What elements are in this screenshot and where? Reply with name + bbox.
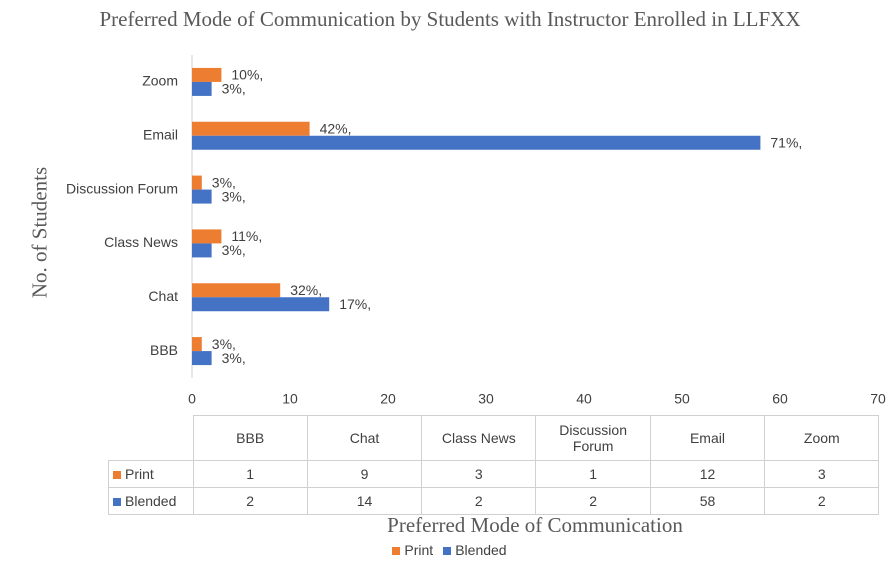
y-tick-label: Class News bbox=[104, 234, 178, 250]
table-header-row: BBB Chat Class News Discussion Forum Email Zo… bbox=[108, 415, 880, 461]
x-tick-label: 20 bbox=[380, 391, 396, 407]
bar bbox=[192, 135, 761, 150]
table-cell: 2 bbox=[535, 487, 651, 515]
data-label: 3%, bbox=[212, 174, 236, 190]
x-axis-label: Preferred Mode of Communication bbox=[387, 513, 683, 537]
chart-title: Preferred Mode of Communication by Stude… bbox=[99, 7, 801, 31]
table-row: Print 1 9 3 1 12 3 bbox=[108, 460, 880, 488]
x-tick-label: 0 bbox=[188, 391, 196, 407]
y-tick-label: Discussion Forum bbox=[66, 180, 178, 196]
table-cell: 12 bbox=[649, 460, 766, 488]
y-tick-label: Zoom bbox=[142, 73, 178, 89]
legend-label: Print bbox=[404, 542, 434, 558]
data-label: 17%, bbox=[339, 296, 371, 312]
table-cell: 3 bbox=[421, 460, 537, 488]
bar bbox=[192, 283, 281, 298]
table-cell: 1 bbox=[535, 460, 651, 488]
bar bbox=[192, 175, 202, 190]
x-tick-label: 50 bbox=[674, 391, 690, 407]
table-row-header: Print bbox=[108, 460, 194, 488]
table-cell: 9 bbox=[306, 460, 423, 488]
legend-key bbox=[113, 498, 121, 506]
bar bbox=[192, 229, 222, 244]
bar bbox=[192, 337, 202, 352]
data-label: 71%, bbox=[770, 134, 802, 150]
bar bbox=[192, 81, 212, 96]
table-corner bbox=[108, 415, 194, 461]
data-label: 42%, bbox=[320, 120, 352, 136]
x-tick-label: 30 bbox=[478, 391, 494, 407]
table-cell: 2 bbox=[192, 487, 308, 515]
legend: Print Blended bbox=[0, 542, 889, 558]
table-row: Blended 2 14 2 2 58 2 bbox=[108, 487, 880, 515]
table-header: Zoom bbox=[764, 415, 880, 461]
table-cell: 2 bbox=[764, 487, 880, 515]
table-cell: 14 bbox=[306, 487, 423, 515]
y-tick-label: Chat bbox=[148, 288, 178, 304]
data-label: 3%, bbox=[222, 350, 246, 366]
data-label: 3%, bbox=[212, 336, 236, 352]
table-row-name: Print bbox=[125, 466, 154, 482]
bar bbox=[192, 189, 212, 204]
table-cell: 3 bbox=[764, 460, 880, 488]
x-tick-label: 60 bbox=[772, 391, 788, 407]
table-cell: 58 bbox=[649, 487, 766, 515]
data-label: 11%, bbox=[231, 228, 262, 244]
bar bbox=[192, 121, 310, 136]
data-label: 32%, bbox=[290, 282, 322, 298]
bar bbox=[192, 243, 212, 258]
bar bbox=[192, 67, 222, 82]
legend-key bbox=[113, 471, 121, 479]
data-label: 3%, bbox=[222, 242, 246, 258]
legend-swatch bbox=[443, 547, 452, 555]
legend-swatch bbox=[392, 547, 401, 555]
table-header: BBB bbox=[192, 415, 308, 461]
table-header: Email bbox=[649, 415, 766, 461]
table-row-name: Blended bbox=[125, 493, 177, 509]
x-tick-label: 10 bbox=[282, 391, 298, 407]
table-header: Class News bbox=[421, 415, 537, 461]
y-tick-label: BBB bbox=[150, 342, 178, 358]
bar bbox=[192, 351, 212, 366]
y-tick-label: Email bbox=[143, 126, 178, 142]
data-label: 3%, bbox=[222, 188, 246, 204]
table-header: Chat bbox=[306, 415, 423, 461]
x-tick-label: 40 bbox=[576, 391, 592, 407]
legend-label: Blended bbox=[455, 542, 507, 558]
data-label: 3%, bbox=[222, 81, 246, 97]
table-header: Discussion Forum bbox=[535, 415, 651, 461]
table-row-header: Blended bbox=[108, 487, 194, 515]
table-cell: 1 bbox=[192, 460, 308, 488]
data-table: BBB Chat Class News Discussion Forum Email Zo… bbox=[108, 415, 880, 515]
table-cell: 2 bbox=[421, 487, 537, 515]
data-label: 10%, bbox=[231, 67, 263, 83]
bar bbox=[192, 297, 330, 312]
x-tick-label: 70 bbox=[870, 391, 886, 407]
